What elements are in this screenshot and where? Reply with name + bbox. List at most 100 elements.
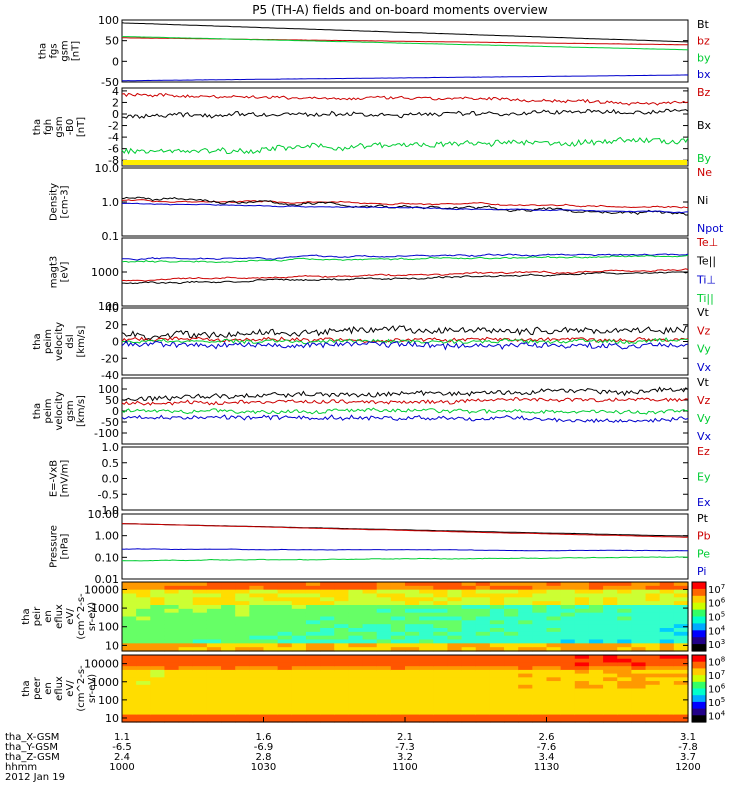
heatmap-cell bbox=[433, 684, 449, 690]
heatmap-cell bbox=[348, 710, 364, 716]
heatmap-cell bbox=[504, 635, 519, 641]
heatmap-cell bbox=[136, 635, 151, 641]
y-tick-label: -6 bbox=[108, 143, 119, 156]
heatmap-cell bbox=[461, 655, 477, 660]
heatmap-cell bbox=[206, 718, 222, 723]
heatmap-cell bbox=[221, 714, 236, 719]
heatmap-cell bbox=[192, 582, 208, 587]
heatmap-cell bbox=[447, 605, 463, 610]
colorbar-segment bbox=[692, 717, 706, 721]
heatmap-cell bbox=[150, 582, 166, 587]
heatmap-cell bbox=[221, 639, 236, 644]
y-axis-label: [cm-3] bbox=[60, 185, 71, 218]
heatmap-cell bbox=[518, 616, 533, 621]
heatmap-cell bbox=[645, 669, 661, 675]
y-axis-label: Density bbox=[49, 183, 60, 221]
colorbar-segment bbox=[692, 648, 706, 652]
heatmap-cell bbox=[659, 684, 675, 690]
y-tick-label: -2 bbox=[108, 120, 119, 133]
heatmap-cell bbox=[235, 684, 250, 690]
heatmap-cell bbox=[504, 624, 519, 629]
heatmap-cell bbox=[673, 582, 689, 587]
heatmap-cell bbox=[348, 655, 364, 660]
heatmap-cell bbox=[305, 647, 321, 652]
heatmap-cell bbox=[617, 608, 632, 614]
heatmap-cell bbox=[475, 589, 491, 595]
heatmap-cell bbox=[504, 585, 519, 591]
heatmap-cell bbox=[631, 703, 647, 708]
heatmap-cell bbox=[673, 703, 689, 708]
heatmap-cell bbox=[574, 692, 590, 697]
heatmap-cell bbox=[376, 597, 392, 602]
heatmap-cell bbox=[560, 666, 576, 671]
heatmap-cell bbox=[334, 589, 349, 595]
heatmap-cell bbox=[532, 612, 548, 618]
heatmap-cell bbox=[291, 589, 307, 595]
heatmap-cell bbox=[362, 624, 378, 629]
heatmap-cell bbox=[320, 681, 335, 686]
heatmap-cell bbox=[419, 608, 434, 614]
heatmap-cell bbox=[334, 688, 349, 693]
heatmap-cell bbox=[277, 639, 293, 644]
heatmap-cell bbox=[631, 601, 647, 606]
legend-te: Te|| bbox=[696, 255, 716, 268]
heatmap-cell bbox=[178, 631, 194, 637]
colorbar-segment bbox=[692, 668, 706, 672]
heatmap-cell bbox=[489, 666, 505, 671]
heatmap-cell bbox=[447, 718, 463, 723]
heatmap-cell bbox=[546, 703, 562, 708]
heatmap-cell bbox=[560, 677, 576, 682]
heatmap-cell bbox=[376, 681, 392, 686]
heatmap-cell bbox=[419, 714, 434, 719]
heatmap-cell bbox=[192, 669, 208, 675]
heatmap-cell bbox=[447, 707, 463, 712]
heatmap-cell bbox=[235, 714, 250, 719]
heatmap-cell bbox=[645, 658, 661, 664]
legend-bt: Bt bbox=[697, 18, 710, 31]
heatmap-cell bbox=[348, 616, 364, 621]
heatmap-cell bbox=[150, 662, 166, 667]
heatmap-cell bbox=[164, 647, 180, 652]
heatmap-cell bbox=[263, 624, 279, 629]
heatmap-cell bbox=[206, 692, 222, 697]
heatmap-cell bbox=[461, 718, 477, 723]
heatmap-cell bbox=[405, 684, 420, 690]
heatmap-cell bbox=[277, 673, 293, 678]
heatmap-cell bbox=[136, 681, 151, 686]
heatmap-cell bbox=[489, 707, 505, 712]
heatmap-cell bbox=[433, 703, 449, 708]
heatmap-cell bbox=[192, 655, 208, 660]
colorbar-segment bbox=[692, 632, 706, 636]
heatmap-cell bbox=[348, 601, 364, 606]
heatmap-cell bbox=[122, 695, 137, 701]
heatmap-cell bbox=[362, 601, 378, 606]
heatmap-cell bbox=[320, 597, 335, 602]
heatmap-cell bbox=[362, 666, 378, 671]
y-tick-label: 100 bbox=[98, 621, 119, 634]
heatmap-cell bbox=[673, 710, 689, 716]
heatmap-cell bbox=[277, 631, 293, 637]
heatmap-cell bbox=[588, 582, 604, 587]
heatmap-cell bbox=[122, 699, 137, 704]
heatmap-cell bbox=[249, 673, 265, 678]
heatmap-cell bbox=[588, 703, 604, 708]
heatmap-cell bbox=[291, 608, 307, 614]
heatmap-cell bbox=[206, 643, 222, 648]
heatmap-cell bbox=[588, 710, 604, 716]
heatmap-cell bbox=[305, 616, 321, 621]
heatmap-cell bbox=[419, 669, 434, 675]
heatmap-cell bbox=[221, 616, 236, 621]
x-tick-label: -7.3 bbox=[395, 742, 415, 753]
heatmap-cell bbox=[263, 669, 279, 675]
heatmap-cell bbox=[291, 593, 307, 598]
heatmap-cell bbox=[588, 616, 604, 621]
y-axis-label: dsl bbox=[65, 334, 76, 348]
heatmap-cell bbox=[221, 631, 236, 637]
heatmap-cell bbox=[164, 714, 180, 719]
heatmap-cell bbox=[645, 655, 661, 660]
heatmap-cell bbox=[673, 681, 689, 686]
heatmap-cell bbox=[645, 681, 661, 686]
heatmap-cell bbox=[532, 699, 548, 704]
heatmap-cell bbox=[178, 710, 194, 716]
heatmap-cell bbox=[673, 639, 689, 644]
